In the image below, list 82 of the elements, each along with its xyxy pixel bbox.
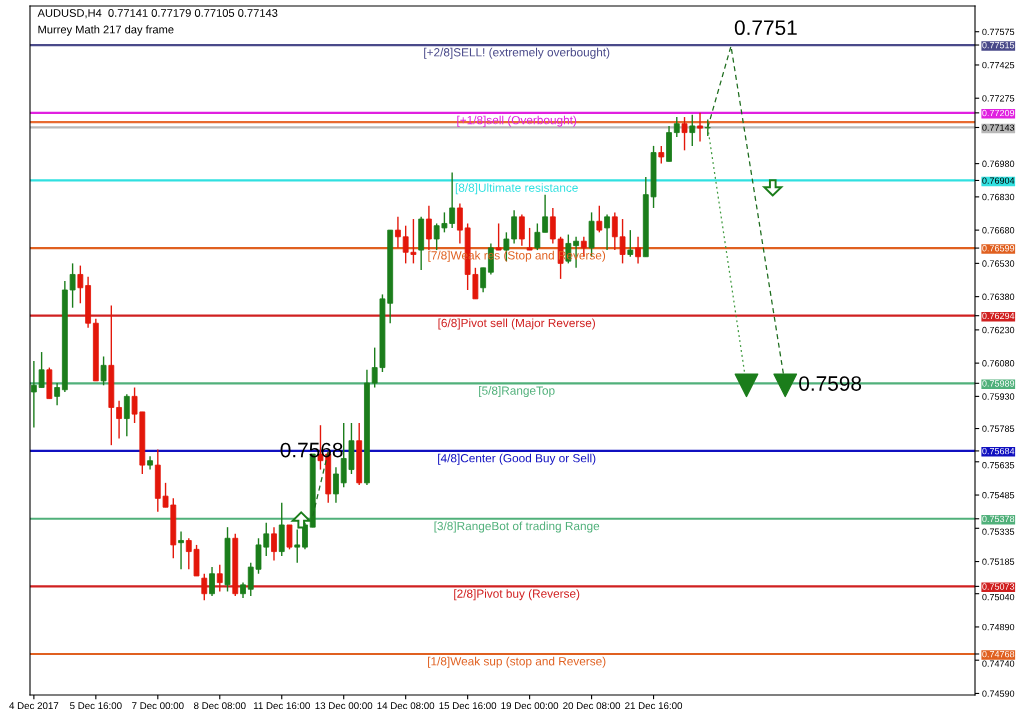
candlestick [77, 264, 84, 304]
y-tick-label: 0.75684 [982, 447, 1015, 455]
candlestick [54, 382, 61, 406]
y-tick-label: 0.76380 [982, 293, 1015, 300]
candlestick [395, 216, 401, 249]
candlestick [178, 530, 184, 570]
y-tick-label: 0.76599 [982, 245, 1015, 252]
y-tick-label: 0.76904 [982, 177, 1015, 184]
ref-line-label: [3/8]RangeBot of trading Range [434, 521, 600, 533]
x-tick-label: 13 Dec 00:00 [315, 702, 373, 710]
y-tick-label: 0.75785 [982, 425, 1015, 432]
candlestick [542, 193, 548, 234]
candlestick [518, 213, 525, 247]
x-tick-label: 15 Dec 16:00 [439, 702, 497, 710]
ref-line-label: [4/8]Center (Good Buy or Sell) [438, 453, 596, 465]
x-tick-label: 4 Dec 2017 [9, 702, 59, 710]
y-tick-label: 0.75335 [982, 528, 1015, 535]
x-tick-label: 7 Dec 00:00 [132, 702, 184, 710]
candlestick [457, 202, 463, 245]
candlestick [689, 114, 696, 147]
y-tick-label: 0.75378 [982, 515, 1015, 523]
ref-line-label: [2/8]Pivot buy (Reverse) [454, 589, 580, 601]
y-tick-label: 0.77209 [982, 109, 1015, 117]
y-tick-label: 0.76530 [982, 260, 1015, 267]
candlestick [526, 227, 533, 251]
y-tick-label: 0.77515 [982, 41, 1015, 49]
y-tick-label: 0.74890 [982, 623, 1015, 631]
candlestick [627, 229, 634, 258]
y-tick-label: 0.74768 [982, 650, 1015, 658]
y-tick-label: 0.77143 [982, 124, 1015, 131]
candlestick [271, 526, 277, 562]
y-tick-label: 0.75040 [982, 593, 1015, 601]
text: Murrey Math 217 day frame [38, 25, 174, 36]
candlestick [116, 400, 122, 440]
y-tick-label: 0.75635 [982, 462, 1015, 469]
candlestick [209, 566, 215, 597]
candlestick [333, 466, 339, 504]
y-tick-label: 0.75930 [982, 393, 1015, 400]
y-tick-label: 0.76830 [982, 193, 1015, 201]
x-tick-label: 20 Dec 08:00 [563, 702, 621, 710]
ref-line-label: [6/8]Pivot sell (Major Reverse) [438, 318, 595, 330]
candlestick [604, 213, 610, 251]
y-tick-label: 0.76230 [982, 326, 1015, 334]
x-tick-label: 8 Dec 08:00 [193, 702, 246, 710]
candlestick [426, 205, 432, 251]
candlestick [635, 236, 641, 265]
candlestick [216, 564, 223, 593]
chart-title: AUDUSD,H4 0.77141 0.77179 0.77105 0.77143 [37, 9, 278, 19]
x-tick-label: 5 Dec 16:00 [70, 702, 122, 710]
x-tick-label: 21 Dec 16:00 [625, 702, 683, 710]
y-tick-label: 0.77275 [982, 95, 1015, 102]
candlestick [201, 573, 208, 602]
y-tick-label: 0.76680 [982, 227, 1015, 234]
ref-line-label: [+2/8]SELL! (extremely overbought) [424, 47, 610, 59]
candlestick [534, 222, 541, 251]
y-tick-label: 0.76080 [982, 360, 1015, 367]
y-tick-label: 0.76294 [982, 312, 1015, 320]
candlestick [697, 111, 703, 143]
candlestick [596, 205, 603, 234]
candlestick [681, 116, 688, 152]
candlestick [100, 355, 107, 386]
y-tick-label: 0.75185 [982, 558, 1015, 565]
y-tick-label: 0.77575 [982, 28, 1015, 36]
candlestick [673, 116, 680, 138]
ref-line-label: [5/8]RangeTop [479, 386, 555, 398]
candlestick [286, 524, 293, 551]
candlestick [123, 393, 130, 437]
x-tick-label: 14 Dec 08:00 [377, 702, 435, 710]
ref-line-label: [8/8]Ultimate resistance [455, 183, 578, 195]
x-tick-label: 19 Dec 00:00 [501, 702, 559, 710]
y-tick-label: 0.74740 [982, 660, 1015, 667]
ref-line-label: [1/8]Weak sup (stop and Reverse) [428, 656, 606, 668]
candlestick [495, 222, 502, 251]
y-tick-label: 0.75485 [982, 492, 1015, 499]
y-tick-label: 0.76980 [982, 160, 1015, 167]
y-tick-label: 0.77425 [982, 61, 1015, 69]
x-tick-label: 11 Dec 16:00 [253, 702, 310, 710]
y-tick-label: 0.75989 [982, 380, 1015, 387]
y-tick-label: 0.74590 [982, 690, 1015, 697]
annotation: 0.7751 [734, 20, 797, 36]
y-tick-label: 0.75073 [982, 583, 1015, 590]
candlestick [480, 267, 487, 293]
